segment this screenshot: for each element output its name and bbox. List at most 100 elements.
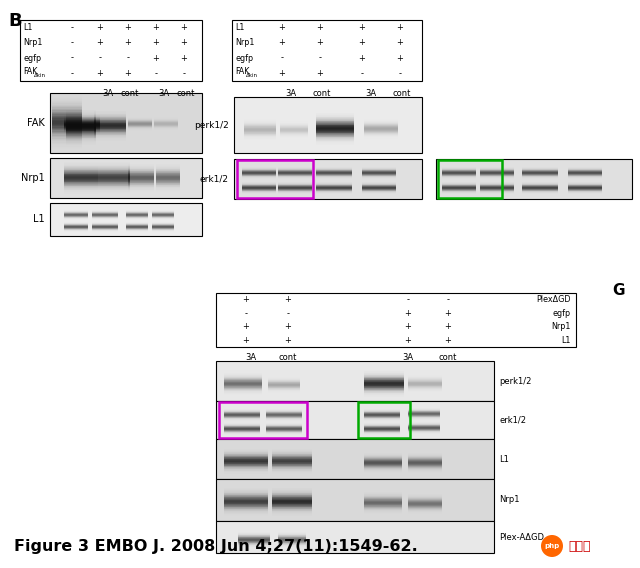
Bar xyxy=(64,189,98,190)
Bar xyxy=(272,473,312,474)
Text: egfp: egfp xyxy=(23,53,41,62)
Text: FAK: FAK xyxy=(23,67,37,76)
Bar xyxy=(66,141,96,142)
Bar xyxy=(64,162,98,163)
Text: 中文网: 中文网 xyxy=(568,540,591,553)
Bar xyxy=(438,160,502,198)
Bar xyxy=(52,101,82,102)
Bar xyxy=(156,166,180,167)
Bar xyxy=(94,134,126,135)
Bar xyxy=(272,463,312,464)
Bar xyxy=(64,187,98,188)
Bar xyxy=(156,190,180,191)
Bar xyxy=(272,472,312,473)
Text: php: php xyxy=(545,543,559,549)
Bar xyxy=(98,163,130,164)
Bar xyxy=(364,390,404,391)
Bar xyxy=(316,128,354,130)
Text: Nrp1: Nrp1 xyxy=(23,39,42,47)
Bar xyxy=(66,113,96,114)
Bar xyxy=(364,381,404,382)
Bar xyxy=(52,111,82,113)
Bar xyxy=(156,170,180,172)
Bar xyxy=(364,376,404,377)
Bar xyxy=(272,453,312,454)
Text: +: + xyxy=(317,39,323,47)
Bar xyxy=(364,383,404,385)
Bar xyxy=(364,395,404,396)
Bar xyxy=(64,180,98,181)
Text: -: - xyxy=(127,53,129,62)
Bar xyxy=(316,139,354,140)
Bar xyxy=(224,508,268,509)
Bar xyxy=(94,113,126,114)
Text: -: - xyxy=(154,69,157,78)
Bar xyxy=(156,168,180,169)
Text: PlexΔGD: PlexΔGD xyxy=(536,295,571,304)
Bar xyxy=(272,498,312,499)
Bar xyxy=(66,122,96,123)
Bar xyxy=(224,492,268,493)
Bar xyxy=(272,450,312,451)
Bar xyxy=(224,458,268,459)
Bar xyxy=(98,189,130,190)
Text: -: - xyxy=(447,295,449,304)
Bar xyxy=(224,497,268,498)
Bar xyxy=(64,191,98,192)
Bar xyxy=(128,167,154,168)
Bar xyxy=(224,461,268,462)
Text: -: - xyxy=(70,69,74,78)
Bar xyxy=(224,454,268,455)
Bar xyxy=(52,103,82,105)
Bar xyxy=(52,102,82,103)
Bar xyxy=(94,128,126,130)
Bar xyxy=(272,492,312,493)
Bar xyxy=(364,378,404,379)
Bar xyxy=(224,457,268,458)
Bar xyxy=(272,457,312,458)
Text: L1: L1 xyxy=(23,23,33,32)
Bar xyxy=(156,181,180,182)
Bar xyxy=(128,165,154,166)
Bar xyxy=(64,167,98,168)
Bar xyxy=(52,133,82,135)
Bar xyxy=(128,177,154,178)
Bar xyxy=(316,116,354,118)
Bar xyxy=(216,439,494,479)
Bar xyxy=(224,466,268,467)
Bar xyxy=(94,130,126,131)
Bar xyxy=(272,494,312,495)
Bar xyxy=(98,174,130,175)
Bar xyxy=(64,166,98,167)
Bar xyxy=(224,472,268,473)
Bar xyxy=(128,176,154,177)
Bar xyxy=(52,105,82,106)
Bar xyxy=(272,462,312,463)
Bar xyxy=(272,449,312,450)
Text: egfp: egfp xyxy=(235,53,253,62)
Bar xyxy=(224,506,268,507)
Bar xyxy=(316,130,354,131)
Text: +: + xyxy=(152,53,159,62)
Bar xyxy=(98,169,130,170)
Bar xyxy=(224,513,268,514)
Bar xyxy=(94,123,126,124)
Bar xyxy=(98,162,130,163)
Bar xyxy=(98,173,130,174)
Bar xyxy=(224,449,268,450)
Bar xyxy=(128,184,154,185)
Bar xyxy=(364,371,404,372)
Bar xyxy=(224,494,268,495)
Text: -: - xyxy=(360,69,364,78)
Bar xyxy=(66,127,96,128)
Text: +: + xyxy=(317,23,323,32)
Text: +: + xyxy=(397,23,403,32)
Bar xyxy=(128,186,154,187)
Bar xyxy=(64,186,98,187)
Bar xyxy=(94,131,126,132)
Bar xyxy=(52,126,82,128)
Bar xyxy=(156,186,180,187)
Bar xyxy=(98,181,130,182)
Text: cont: cont xyxy=(439,353,457,361)
Bar xyxy=(66,142,96,143)
